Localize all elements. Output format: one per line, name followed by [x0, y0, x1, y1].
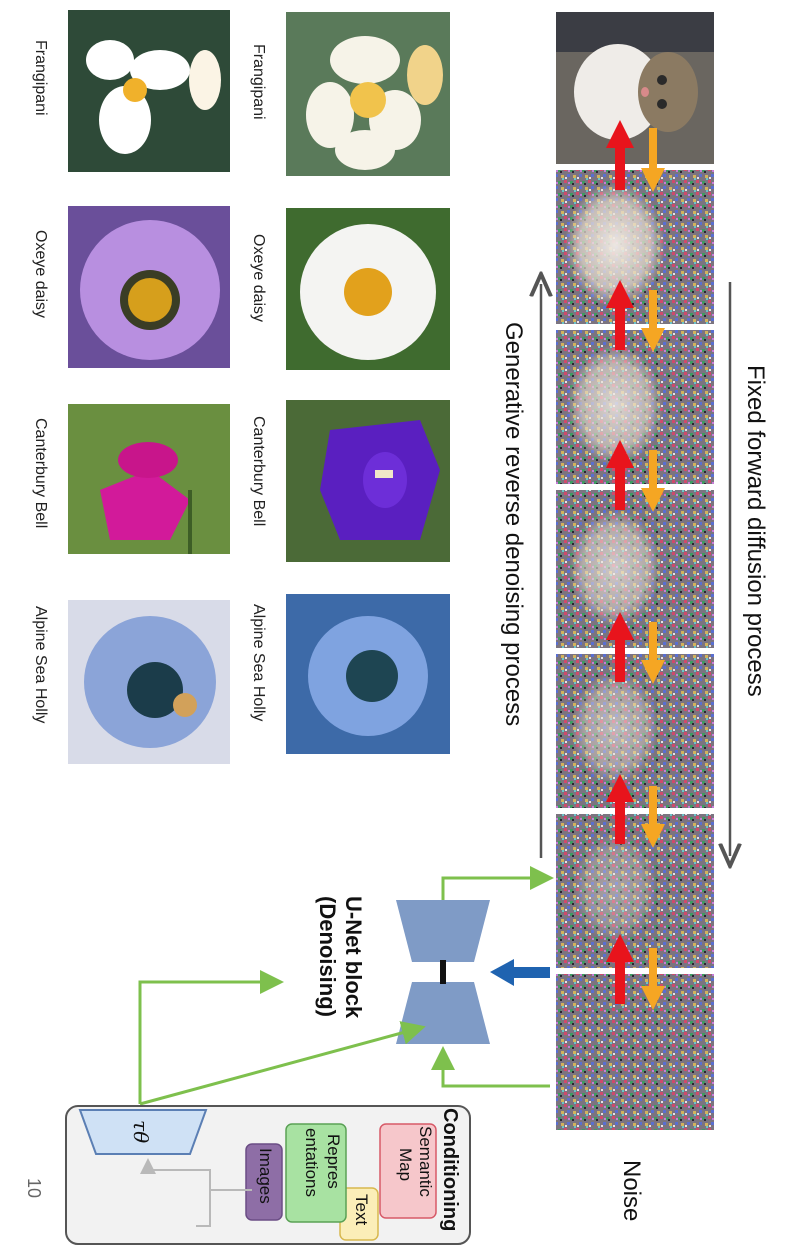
conditioning-title: Conditioning — [439, 1108, 461, 1231]
flower-grid: Frangipani Oxeye daisy Canterbury Bell A… — [32, 10, 450, 764]
forward-process-label: Fixed forward diffusion process — [742, 365, 769, 697]
reverse-arrow — [606, 934, 634, 1004]
flower-alpine-sea-holly-right — [286, 594, 450, 754]
flower-label-right-4: Alpine Sea Holly — [250, 604, 267, 721]
reverse-arrow — [606, 612, 634, 682]
green-condition-line-1 — [138, 970, 284, 1104]
green-condition-line-2 — [139, 1021, 426, 1106]
unet-subtitle: (Denoising) — [315, 896, 340, 1017]
page-number: 10 — [24, 1178, 44, 1198]
reverse-arrow — [606, 774, 634, 844]
green-output-line — [441, 866, 554, 900]
conditioning-box: Conditioning Semantic Map Text Repres en… — [65, 1105, 471, 1245]
forward-arrow — [641, 622, 665, 684]
unet-decoder-shape — [396, 982, 490, 1044]
flower-canterbury-bell-right — [286, 400, 450, 562]
noise-label: Noise — [618, 1160, 645, 1221]
flower-label-left-4: Alpine Sea Holly — [32, 606, 49, 723]
encoder-trapezoid — [78, 1109, 208, 1155]
step-arrows — [606, 120, 665, 1010]
cat-image — [556, 12, 714, 164]
reverse-process-label: Generative reverse denoising process — [500, 322, 527, 726]
semantic-map-label-2: Map — [396, 1148, 415, 1181]
encoder-symbol: τθ — [129, 1120, 153, 1143]
flower-alpine-sea-holly-left — [68, 600, 230, 764]
text-label: Text — [352, 1194, 371, 1225]
blue-input-arrow — [490, 959, 550, 986]
representations-box — [285, 1123, 347, 1223]
images-label: Images — [256, 1148, 275, 1204]
green-connectors — [138, 866, 554, 1106]
semantic-map-box — [379, 1123, 437, 1219]
forward-arrow — [641, 128, 665, 192]
flower-canterbury-bell-left — [68, 404, 230, 554]
flower-label-left-3: Canterbury Bell — [32, 418, 49, 528]
unet-bottleneck — [440, 960, 446, 984]
noisy-frame-4 — [556, 654, 714, 808]
green-input-line — [431, 1046, 550, 1088]
semantic-map-label-1: Semantic — [416, 1126, 435, 1197]
noisy-frame-1 — [556, 170, 714, 324]
flower-label-right-3: Canterbury Bell — [250, 416, 267, 526]
flower-oxeye-daisy-right — [286, 208, 450, 370]
images-box — [245, 1143, 283, 1221]
flower-label-left-1: Frangipani — [32, 40, 49, 116]
flower-frangipani-right — [286, 12, 450, 176]
reverse-arrow — [606, 280, 634, 350]
noisy-frame-2 — [556, 330, 714, 484]
gray-merge-arrows — [140, 1158, 252, 1227]
flower-label-right-2: Oxeye daisy — [250, 234, 267, 322]
forward-arrow — [641, 786, 665, 848]
representations-label-1: Repres — [324, 1134, 343, 1189]
reverse-arrow — [606, 440, 634, 510]
forward-arrow — [641, 450, 665, 512]
noise-frame — [556, 974, 714, 1130]
unet-block: U-Net block (Denoising) — [315, 896, 490, 1044]
forward-arrow — [641, 290, 665, 352]
diffusion-strip — [556, 12, 714, 1130]
unet-encoder-shape — [396, 900, 490, 962]
flower-frangipani-left — [68, 10, 230, 172]
noisy-frame-5 — [556, 814, 714, 968]
flower-label-right-1: Frangipani — [250, 44, 267, 120]
flower-oxeye-daisy-left — [68, 206, 230, 368]
unet-title: U-Net block — [341, 896, 366, 1019]
representations-label-2: entations — [302, 1128, 321, 1197]
forward-arrow — [641, 948, 665, 1010]
flower-label-left-2: Oxeye daisy — [32, 230, 49, 318]
noisy-frame-3 — [556, 490, 714, 648]
reverse-arrow — [606, 120, 634, 190]
